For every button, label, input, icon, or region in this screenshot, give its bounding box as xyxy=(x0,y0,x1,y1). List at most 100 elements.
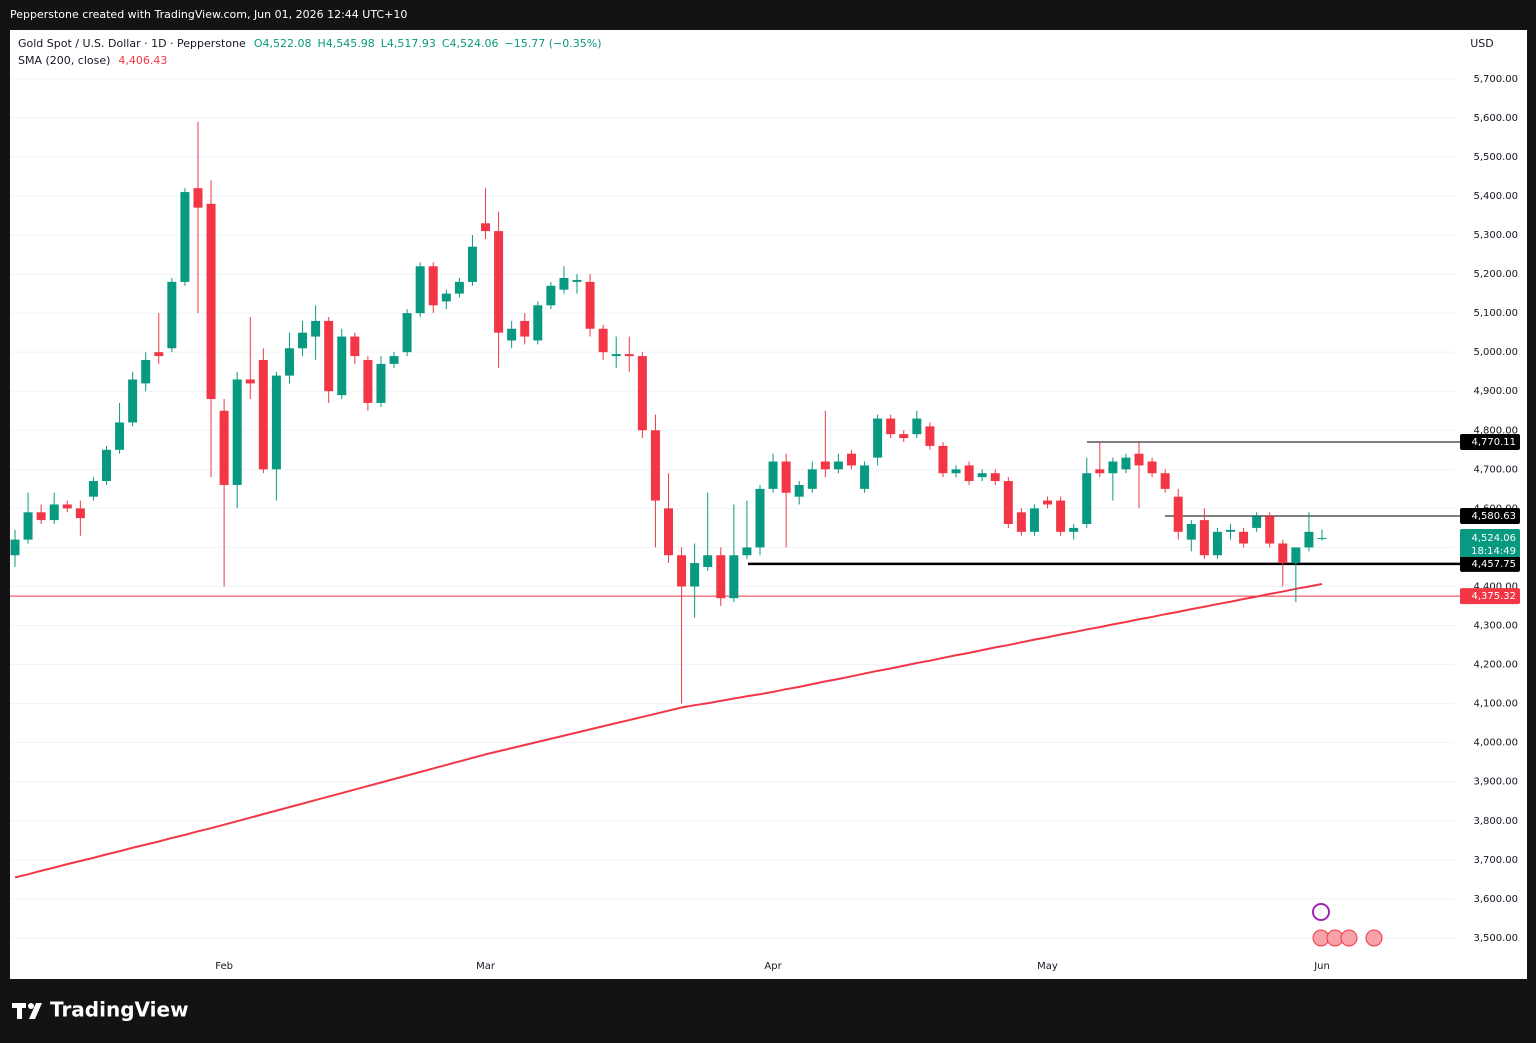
candle-body xyxy=(1291,547,1301,564)
candle-body xyxy=(886,418,896,435)
candle-body xyxy=(193,188,203,208)
candle-body xyxy=(585,281,595,329)
candle-body xyxy=(1239,531,1249,544)
candle-body xyxy=(1173,496,1183,532)
candle-body xyxy=(219,410,229,485)
candle-body xyxy=(1304,531,1314,548)
x-tick-label: Apr xyxy=(764,961,782,972)
y-tick-label: 4,000.00 xyxy=(1473,738,1518,749)
y-tick-label: 4,400.00 xyxy=(1473,581,1518,592)
candle-body xyxy=(846,453,856,466)
candle-body xyxy=(10,539,20,556)
candle-body xyxy=(363,359,373,403)
candle-body xyxy=(755,488,765,548)
candle-body xyxy=(833,461,843,470)
currency: USD xyxy=(1470,37,1494,50)
candle-body xyxy=(1226,529,1236,532)
candle-body xyxy=(1108,461,1118,474)
candle-body xyxy=(494,231,504,333)
candle-body xyxy=(180,192,190,282)
y-tick-label: 3,800.00 xyxy=(1473,816,1518,827)
legend-line: Gold Spot / U.S. Dollar · 1D · Peppersto… xyxy=(18,37,602,50)
indicator-value: 4,406.43 xyxy=(118,54,167,67)
price-tag xyxy=(1460,433,1520,450)
candle-body xyxy=(23,512,33,540)
candle-body xyxy=(62,504,72,509)
candle-body xyxy=(938,445,948,474)
brand-logo xyxy=(12,1003,42,1019)
y-tick-label: 5,300.00 xyxy=(1473,230,1518,241)
candle-body xyxy=(36,512,46,521)
y-tick-label: 5,400.00 xyxy=(1473,191,1518,202)
candle-body xyxy=(677,555,687,587)
last-price-tag xyxy=(1460,529,1520,558)
candle-body xyxy=(1278,543,1288,564)
price-tag-label: 4,457.75 xyxy=(1471,559,1516,570)
candle-body xyxy=(258,359,268,470)
candle-body xyxy=(716,555,726,599)
candle-body xyxy=(951,469,961,474)
legend-symbol: Gold Spot / U.S. Dollar · 1D · Peppersto… xyxy=(18,37,246,50)
candle-body xyxy=(1212,531,1222,556)
price-tag-label: 4,375.32 xyxy=(1471,591,1516,602)
price-tag-label: 4,770.11 xyxy=(1471,437,1516,448)
candle-body xyxy=(820,461,830,470)
candle-body xyxy=(101,449,111,482)
candle-body xyxy=(729,555,739,599)
candle-body xyxy=(1252,516,1262,528)
candle-body xyxy=(428,266,438,306)
candle-body xyxy=(507,328,517,341)
x-tick-label: May xyxy=(1037,961,1058,972)
candle-body xyxy=(376,363,386,403)
candle-body xyxy=(337,336,347,396)
candle-body xyxy=(467,246,477,282)
y-tick-label: 4,100.00 xyxy=(1473,699,1518,710)
candle-body xyxy=(481,223,491,232)
candle-body xyxy=(298,332,308,349)
candle-body xyxy=(1095,469,1105,474)
y-tick-label: 5,600.00 xyxy=(1473,113,1518,124)
candle-body xyxy=(350,336,360,357)
candle-body xyxy=(559,277,569,290)
event-icon[interactable] xyxy=(1312,903,1330,921)
price-tag-label: 4,580.63 xyxy=(1471,511,1516,522)
y-tick-label: 4,700.00 xyxy=(1473,464,1518,475)
candle-body xyxy=(768,461,778,489)
candle-body xyxy=(311,320,321,337)
candle-body xyxy=(128,379,138,423)
y-tick-label: 5,700.00 xyxy=(1473,74,1518,85)
candle-body xyxy=(598,328,608,353)
candle-body xyxy=(232,379,242,485)
candle-body xyxy=(664,508,673,556)
candle-body xyxy=(520,320,530,337)
x-tick-label: Jun xyxy=(1313,961,1330,972)
candle-body xyxy=(781,461,791,493)
candle-body xyxy=(546,285,556,306)
candle-body xyxy=(441,293,451,302)
event-icons xyxy=(1312,903,1383,947)
candle-body xyxy=(167,281,177,349)
candle-body xyxy=(271,375,281,470)
candle-body xyxy=(873,418,883,458)
candle-body xyxy=(925,426,935,446)
candle-body xyxy=(650,430,660,501)
x-tick-label: Mar xyxy=(476,961,496,972)
legend-high: H4,545.98 xyxy=(317,37,374,50)
y-tick-label: 3,900.00 xyxy=(1473,777,1518,788)
candle-body xyxy=(49,504,59,521)
y-tick-label: 5,100.00 xyxy=(1473,308,1518,319)
candle-body xyxy=(154,352,164,357)
candle-body xyxy=(141,359,151,384)
last-price-label: 4,524.06 xyxy=(1471,533,1516,544)
candle-body xyxy=(454,281,464,294)
price-tag xyxy=(1460,507,1520,524)
y-tick-label: 4,200.00 xyxy=(1473,660,1518,671)
event-icon[interactable] xyxy=(1365,929,1383,947)
price-tag xyxy=(1460,588,1520,605)
candle-body xyxy=(572,279,582,282)
event-icon[interactable] xyxy=(1340,929,1358,947)
sma-line xyxy=(14,582,1323,879)
candle-body xyxy=(1121,457,1131,470)
